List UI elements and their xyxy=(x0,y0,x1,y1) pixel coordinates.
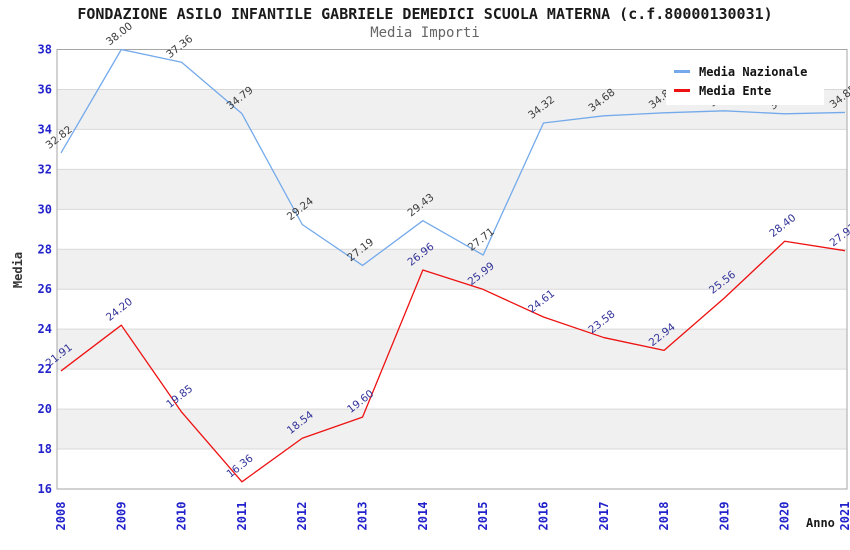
x-tick-label: 2008 xyxy=(54,502,68,531)
y-tick-label: 16 xyxy=(38,482,52,496)
x-tick-label: 2014 xyxy=(416,502,430,531)
y-tick-label: 26 xyxy=(38,282,52,296)
point-label: 28.40 xyxy=(767,212,798,240)
y-tick-label: 22 xyxy=(38,362,52,376)
y-tick-label: 32 xyxy=(38,162,52,176)
legend-label-media-ente: Media Ente xyxy=(699,83,772,98)
x-tick-label: 2010 xyxy=(175,502,189,531)
x-tick-label: 2009 xyxy=(114,502,128,531)
point-label: 24.61 xyxy=(526,288,557,316)
legend: Media Nazionale Media Ente xyxy=(666,57,824,105)
y-tick-label: 20 xyxy=(38,402,52,416)
point-label: 16.36 xyxy=(225,452,256,480)
y-tick-label: 34 xyxy=(38,122,52,136)
plot-band xyxy=(57,249,847,290)
legend-entry-media-ente: Media Ente xyxy=(674,81,820,100)
y-tick-label: 36 xyxy=(38,82,52,96)
plot-frame xyxy=(56,49,848,490)
x-tick-label: 2013 xyxy=(356,502,370,531)
y-tick-label: 30 xyxy=(38,202,52,216)
x-tick-label: 2012 xyxy=(295,502,309,531)
media-ente-line-swatch xyxy=(674,89,690,92)
chart-subtitle: Media Importi xyxy=(370,25,480,41)
x-tick-label: 2017 xyxy=(597,502,611,531)
x-tick-label: 2021 xyxy=(838,502,850,531)
y-tick-label: 18 xyxy=(38,442,52,456)
x-tick-label: 2015 xyxy=(476,502,490,531)
chart-title: FONDAZIONE ASILO INFANTILE GABRIELE DEME… xyxy=(77,5,773,23)
y-tick-label: 24 xyxy=(38,322,52,336)
point-label: 24.20 xyxy=(104,296,135,324)
y-tick-label: 28 xyxy=(38,242,52,256)
x-axis-title: Anno xyxy=(806,516,835,530)
series-line-media-ente xyxy=(60,240,846,483)
plot-band xyxy=(57,409,847,450)
plot-band xyxy=(57,329,847,370)
point-label: 19.85 xyxy=(164,383,195,411)
x-tick-label: 2011 xyxy=(235,502,249,531)
y-axis-title: Media xyxy=(11,251,25,289)
y-tick-label: 38 xyxy=(38,43,52,57)
legend-label-media-nazionale: Media Nazionale xyxy=(699,64,808,79)
point-label: 38.00 xyxy=(104,20,135,48)
series-line-media-nazionale xyxy=(60,48,846,267)
plot-band xyxy=(57,169,847,210)
x-tick-label: 2016 xyxy=(536,502,550,531)
x-tick-label: 2020 xyxy=(778,502,792,531)
point-label: 37.36 xyxy=(164,33,195,61)
media-nazionale-line-swatch xyxy=(674,70,690,73)
legend-entry-media-nazionale: Media Nazionale xyxy=(674,62,820,81)
x-tick-label: 2019 xyxy=(717,502,731,531)
x-tick-label: 2018 xyxy=(657,502,671,531)
